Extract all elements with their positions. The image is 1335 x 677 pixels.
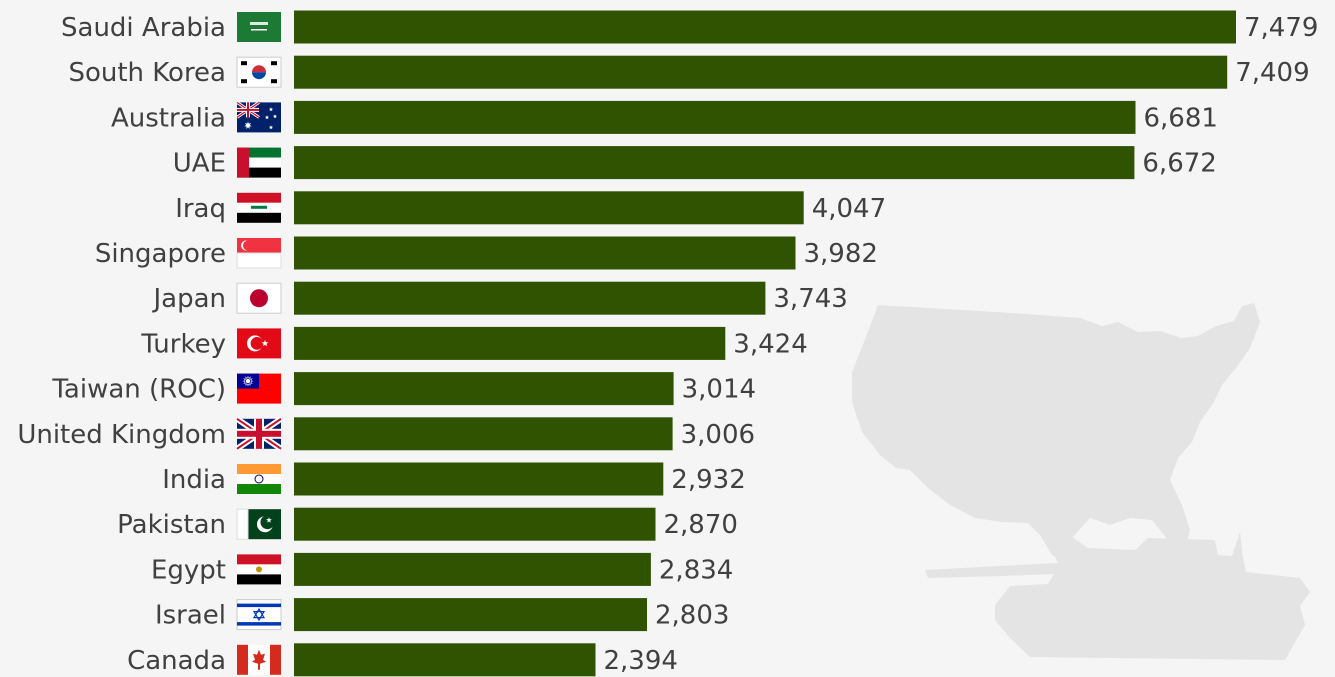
bar (294, 236, 796, 270)
tank-icon (925, 532, 1310, 660)
value-label: 6,681 (1144, 103, 1218, 133)
australia-flag-icon (236, 101, 281, 133)
bar (294, 146, 1135, 180)
canada-flag-icon (237, 644, 281, 675)
category-label: Turkey (140, 329, 226, 359)
category-label: Australia (111, 103, 226, 133)
category-label: Iraq (175, 194, 226, 224)
bar (294, 598, 647, 632)
value-label: 2,803 (655, 601, 729, 631)
category-label: Saudi Arabia (61, 13, 226, 43)
bar (294, 100, 1136, 134)
bar (294, 462, 664, 496)
value-label: 6,672 (1142, 149, 1216, 179)
turkey-flag-icon (237, 328, 281, 359)
value-label: 2,870 (664, 510, 738, 540)
bar (294, 507, 656, 541)
bar (294, 417, 673, 451)
category-label: Pakistan (117, 510, 226, 540)
uae-flag-icon (237, 147, 281, 178)
japan-flag-icon (236, 282, 282, 314)
category-label: India (162, 465, 226, 495)
usa-map-icon (852, 303, 1260, 560)
value-label: 7,479 (1244, 13, 1318, 43)
category-label: South Korea (68, 58, 226, 88)
south-korea-flag-icon (236, 56, 282, 88)
bar (294, 372, 674, 406)
category-label: Canada (127, 646, 226, 676)
value-label: 7,409 (1235, 58, 1309, 88)
singapore-flag-icon (236, 238, 282, 269)
bar (294, 191, 804, 225)
category-label: Egypt (151, 555, 226, 585)
bar (294, 552, 651, 586)
value-label: 3,014 (682, 375, 756, 405)
pakistan-flag-icon (236, 508, 281, 540)
category-label: Singapore (95, 239, 226, 269)
bar (294, 10, 1236, 44)
category-label: Taiwan (ROC) (51, 375, 226, 405)
bar (294, 55, 1228, 89)
value-label: 3,743 (773, 284, 847, 314)
category-label: Israel (155, 601, 226, 631)
value-label: 2,394 (604, 646, 678, 676)
bar (294, 326, 726, 360)
value-label: 2,932 (671, 465, 745, 495)
bar (294, 643, 596, 677)
category-label: Japan (151, 284, 226, 314)
saudi-arabia-flag-icon (237, 12, 281, 42)
value-label: 3,006 (681, 420, 755, 450)
israel-flag-icon (236, 599, 282, 631)
egypt-flag-icon (237, 554, 281, 585)
category-label: United Kingdom (17, 420, 226, 450)
bar (294, 281, 766, 315)
india-flag-icon (237, 464, 281, 494)
value-label: 4,047 (812, 194, 886, 224)
value-label: 3,424 (733, 329, 807, 359)
category-label: UAE (173, 149, 226, 179)
united-kingdom-flag-icon (235, 416, 283, 452)
iraq-flag-icon (237, 192, 281, 223)
value-label: 2,834 (659, 555, 733, 585)
value-label: 3,982 (804, 239, 878, 269)
taiwan-flag-icon (237, 373, 281, 404)
